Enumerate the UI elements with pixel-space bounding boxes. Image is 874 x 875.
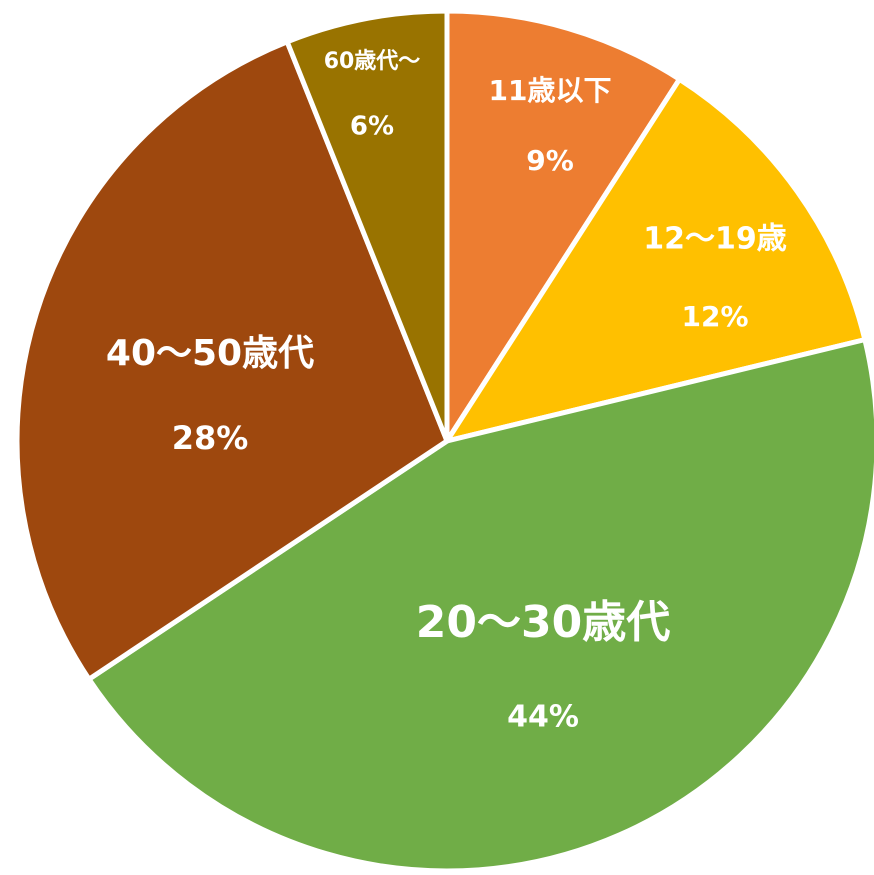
pie-slice bbox=[284, 8, 450, 444]
pie-slice bbox=[86, 337, 874, 874]
slice-label: 11歳以下 bbox=[489, 74, 612, 107]
slice-value: 44% bbox=[507, 700, 579, 735]
slice-label: 40～50歳代 bbox=[106, 333, 314, 374]
slice-value: 12% bbox=[681, 300, 748, 333]
slice-label: 20～30歳代 bbox=[416, 597, 670, 648]
slice-value: 6% bbox=[350, 112, 394, 142]
slice-label: 12～19歳 bbox=[643, 222, 787, 257]
slice-value: 28% bbox=[172, 419, 249, 457]
pie-slice bbox=[444, 76, 868, 444]
slice-value: 9% bbox=[526, 144, 574, 177]
pie-slice bbox=[14, 39, 450, 682]
slice-label: 60歳代～ bbox=[324, 49, 421, 74]
pie-slice bbox=[444, 8, 682, 444]
